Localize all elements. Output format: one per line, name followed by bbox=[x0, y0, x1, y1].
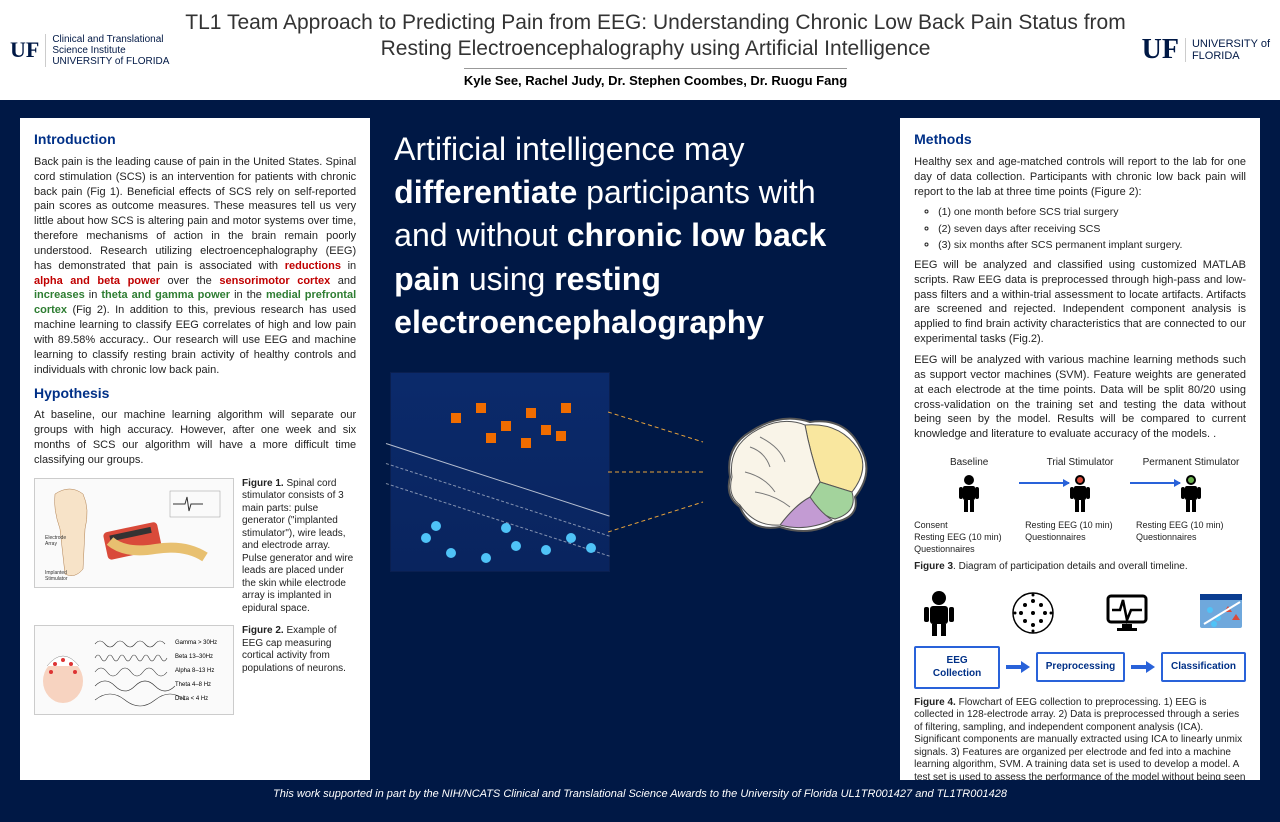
person-icon bbox=[958, 474, 980, 514]
figure-2-caption: Figure 2. Example of EEG cap measuring c… bbox=[242, 625, 356, 675]
figure-1-row: Electrode Array Implanted Stimulator Fig… bbox=[34, 478, 356, 616]
svg-text:Alpha 8–13 Hz: Alpha 8–13 Hz bbox=[175, 668, 214, 674]
timepoint-1: (1) one month before SCS trial surgery bbox=[938, 205, 1246, 219]
timeline-node-permanent: Permanent Stimulator Resting EEG (10 min… bbox=[1136, 456, 1246, 555]
figure-3-caption: Figure 3. Diagram of participation detai… bbox=[914, 561, 1246, 574]
ctsi-text: Clinical and Translational Science Insti… bbox=[45, 34, 169, 67]
figure-3-timeline: Baseline Consent Resting EEG (10 min) Qu… bbox=[914, 456, 1246, 555]
figure-1-caption: Figure 1. Spinal cord stimulator consist… bbox=[242, 478, 356, 616]
methods-p2: EEG will be analyzed and classified usin… bbox=[914, 258, 1246, 347]
poster-title: TL1 Team Approach to Predicting Pain fro… bbox=[179, 10, 1131, 63]
heading-hypothesis: Hypothesis bbox=[34, 384, 356, 403]
person-icon bbox=[1069, 474, 1091, 514]
person-icon bbox=[914, 588, 964, 638]
figure-2-image: Gamma > 30Hz Beta 13–30Hz Alpha 8–13 Hz … bbox=[34, 625, 234, 715]
svg-text:Theta 4–8 Hz: Theta 4–8 Hz bbox=[175, 682, 211, 688]
heading-introduction: Introduction bbox=[34, 130, 356, 149]
figure-2-row: Gamma > 30Hz Beta 13–30Hz Alpha 8–13 Hz … bbox=[34, 625, 356, 715]
heading-methods: Methods bbox=[914, 130, 1246, 149]
timepoint-2: (2) seven days after receiving SCS bbox=[938, 222, 1246, 236]
svg-text:Delta < 4 Hz: Delta < 4 Hz bbox=[175, 696, 208, 702]
timeline-node-baseline: Baseline Consent Resting EEG (10 min) Qu… bbox=[914, 456, 1024, 555]
uf-text: UNIVERSITY of FLORIDA bbox=[1185, 38, 1270, 62]
methods-p3: EEG will be analyzed with various machin… bbox=[914, 353, 1246, 442]
poster-body: Introduction Back pain is the leading ca… bbox=[0, 100, 1280, 780]
panel-introduction: Introduction Back pain is the leading ca… bbox=[20, 118, 370, 780]
flow-label-classification: Classification bbox=[1161, 652, 1246, 682]
person-icon bbox=[1180, 474, 1202, 514]
timepoint-3: (3) six months after SCS permanent impla… bbox=[938, 238, 1246, 252]
classifier-icon bbox=[1196, 588, 1246, 638]
figure-4-flow bbox=[914, 588, 1246, 638]
hero-graphic bbox=[390, 362, 880, 582]
flow-label-collection: EEG Collection bbox=[914, 646, 1000, 689]
arrow-icon bbox=[1131, 662, 1155, 672]
svg-text:Stimulator: Stimulator bbox=[45, 576, 68, 582]
hero-statement: Artificial intelligence may differentiat… bbox=[390, 128, 880, 344]
flow-labels: EEG Collection Preprocessing Classificat… bbox=[914, 646, 1246, 689]
poster-footer: This work supported in part by the NIH/N… bbox=[0, 780, 1280, 800]
figure-4-caption: Figure 4. Flowchart of EEG collection to… bbox=[914, 697, 1246, 780]
intro-paragraph: Back pain is the leading cause of pain i… bbox=[34, 155, 356, 378]
figure-1-image: Electrode Array Implanted Stimulator bbox=[34, 478, 234, 588]
timeline-node-trial: Trial Stimulator Resting EEG (10 min) Qu… bbox=[1025, 456, 1135, 555]
hypothesis-paragraph: At baseline, our machine learning algori… bbox=[34, 408, 356, 467]
svg-text:Gamma > 30Hz: Gamma > 30Hz bbox=[175, 640, 217, 646]
methods-p1: Healthy sex and age-matched controls wil… bbox=[914, 155, 1246, 200]
uf-mark-left: UF bbox=[10, 37, 39, 63]
arrow-icon bbox=[1006, 662, 1030, 672]
logo-ctsi: UF Clinical and Translational Science In… bbox=[10, 34, 169, 67]
svg-text:Beta 13–30Hz: Beta 13–30Hz bbox=[175, 654, 213, 660]
title-block: TL1 Team Approach to Predicting Pain fro… bbox=[169, 10, 1141, 91]
projection-lines-icon bbox=[608, 372, 708, 572]
monitor-signal-icon bbox=[1102, 588, 1152, 638]
uf-mark-right: UF bbox=[1142, 34, 1179, 66]
poster-authors: Kyle See, Rachel Judy, Dr. Stephen Coomb… bbox=[464, 68, 847, 88]
poster-header: UF Clinical and Translational Science In… bbox=[0, 0, 1280, 100]
timepoint-list: (1) one month before SCS trial surgery (… bbox=[938, 205, 1246, 252]
logo-uf: UF UNIVERSITY of FLORIDA bbox=[1142, 34, 1270, 66]
panel-hero: Artificial intelligence may differentiat… bbox=[390, 118, 880, 780]
panel-methods: Methods Healthy sex and age-matched cont… bbox=[900, 118, 1260, 780]
eeg-cap-icon bbox=[1008, 588, 1058, 638]
brain-icon bbox=[710, 397, 880, 547]
svm-scatter bbox=[390, 372, 610, 572]
flow-label-preprocessing: Preprocessing bbox=[1036, 652, 1125, 682]
svg-text:Array: Array bbox=[45, 541, 57, 547]
